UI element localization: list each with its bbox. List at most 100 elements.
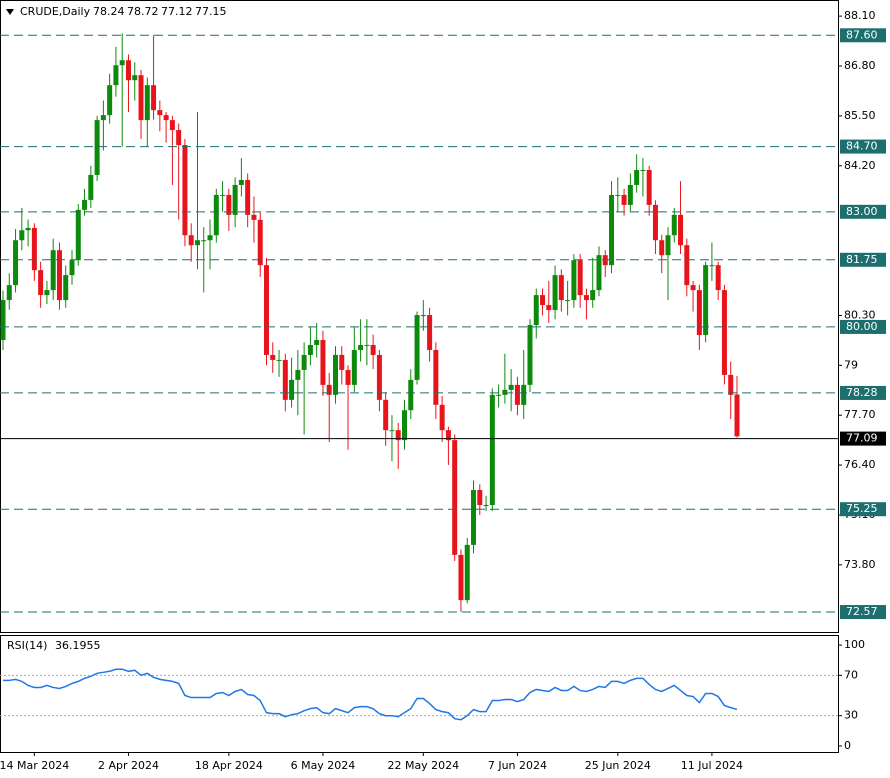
candle-body [665, 235, 671, 256]
y-tick-label: 77.70 [844, 408, 876, 421]
candle-body [0, 300, 6, 340]
candle-body [734, 394, 740, 437]
level-label: 83.00 [846, 205, 878, 218]
candle-body [125, 60, 131, 81]
candle-body [157, 110, 163, 116]
level-label-box [840, 605, 886, 620]
y-tick-label: 30 [844, 709, 858, 722]
candle-body [721, 290, 727, 375]
candle-body [427, 315, 433, 350]
candle-body [88, 174, 94, 200]
candle-body [389, 430, 395, 432]
candle-body [251, 214, 257, 220]
candle-body [514, 384, 520, 405]
candle-body [63, 275, 69, 301]
x-tick-label: 25 Jun 2024 [585, 759, 651, 772]
candle-body [659, 240, 665, 256]
candle-body [94, 120, 100, 175]
candle-body [194, 240, 200, 246]
candle-body [56, 250, 62, 301]
candle-body [19, 230, 25, 241]
candle-body [715, 265, 721, 291]
candle-body [314, 339, 320, 345]
candle-body [138, 75, 144, 121]
candle-body [596, 255, 602, 291]
candle-body [646, 169, 652, 205]
candle-body [703, 265, 709, 335]
y-tick-label: 85.50 [844, 109, 876, 122]
candle-body [709, 265, 715, 267]
y-tick-label: 76.40 [844, 458, 876, 471]
header-close: 77.15 [195, 5, 227, 18]
y-tick-label: 100 [844, 638, 865, 651]
candle-body [540, 295, 546, 306]
candle-body [220, 194, 226, 196]
candle-body [590, 290, 596, 301]
x-tick-label: 11 Jul 2024 [681, 759, 743, 772]
candle-body [565, 300, 571, 302]
candle-body [583, 295, 589, 301]
candle-body [690, 285, 696, 291]
candle-body [351, 349, 357, 385]
candle-body [684, 245, 690, 286]
candle-body [132, 75, 138, 81]
candle-body [213, 194, 219, 236]
candle-body [289, 379, 295, 400]
candle-body [345, 369, 351, 385]
level-label: 72.57 [846, 605, 878, 618]
candle-body [75, 209, 81, 261]
candle-body [245, 179, 251, 215]
candle-body [320, 339, 326, 385]
candle-body [671, 214, 677, 236]
level-label-box [840, 139, 886, 154]
header-open: 78.24 [93, 5, 125, 18]
current-price-box [840, 431, 886, 446]
candle-body [414, 315, 420, 380]
level-label-box [840, 252, 886, 267]
candle-body [496, 394, 502, 396]
level-label-box [840, 204, 886, 219]
x-tick-label: 22 May 2024 [387, 759, 459, 772]
candle-body [571, 260, 577, 301]
candle-body [226, 194, 232, 215]
candle-body [508, 384, 514, 390]
candle-body [332, 354, 338, 395]
candle-body [295, 369, 301, 380]
x-tick-label: 2 Apr 2024 [98, 759, 159, 772]
symbol-title: CRUDE,Daily [20, 5, 91, 18]
candle-body [339, 354, 345, 370]
collapse-arrow[interactable] [6, 9, 14, 15]
rsi-title: RSI(14) [7, 639, 47, 652]
candle-body [533, 295, 539, 326]
candle-body [364, 344, 370, 346]
candle-body [263, 265, 269, 355]
candle-body [458, 554, 464, 601]
candle-body [621, 194, 627, 205]
header-high: 78.72 [127, 5, 159, 18]
candle-body [151, 85, 157, 111]
candle-body [282, 359, 288, 400]
candle-body [232, 184, 238, 215]
candle-body [402, 410, 408, 441]
candle-body [169, 120, 175, 131]
candle-body [25, 227, 31, 231]
x-tick-label: 6 May 2024 [291, 759, 356, 772]
candle-body [207, 235, 213, 241]
level-label: 78.28 [846, 386, 878, 399]
candle-body [163, 115, 169, 121]
level-label: 81.75 [846, 253, 878, 266]
candle-body [376, 354, 382, 400]
candle-body [257, 219, 263, 266]
candle-body [502, 389, 508, 395]
candle-body [477, 490, 483, 505]
candle-body [464, 544, 470, 601]
candle-body [38, 270, 44, 296]
header-low: 77.12 [161, 5, 193, 18]
candle-body [13, 240, 19, 286]
level-label-box [840, 502, 886, 517]
candle-body [276, 359, 282, 361]
candle-body [489, 394, 495, 505]
candle-body [433, 349, 439, 405]
candle-body [678, 214, 684, 246]
candle-body [6, 285, 12, 301]
